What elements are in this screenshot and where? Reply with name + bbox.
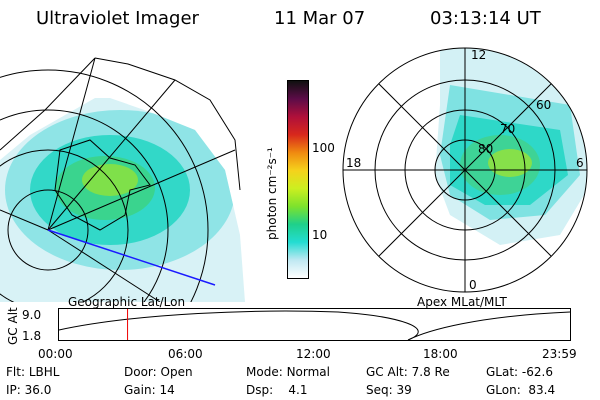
time-tick-1: 06:00 [168,347,203,361]
date-label: 11 Mar 07 [274,8,366,29]
altitude-curve [58,310,571,341]
colorbar-tick-10: 10 [312,228,328,242]
mlt-label-6: 6 [576,156,584,170]
geo-map-label: Geographic Lat/Lon [68,295,186,309]
colorbar [287,80,309,279]
coastline [54,139,151,231]
lat-label-60: 60 [536,98,551,112]
status-gain: Gain: 14 [124,383,175,397]
lat-label-70: 70 [500,122,515,136]
colorbar-tick-100: 100 [312,141,335,155]
mlt-label-0: 0 [469,278,477,292]
geographic-map [0,57,245,302]
altitude-strip [58,308,571,341]
colorbar-unit-label: photon cm⁻²s⁻¹ [265,147,279,240]
colorbar-gradient [288,81,308,278]
status-dsp: Dsp: 4.1 [246,383,308,397]
mlt-label-12: 12 [471,48,486,62]
alt-tick-high: 9.0 [22,308,42,322]
status-door: Door: Open [124,365,193,379]
status-ip: IP: 36.0 [6,383,52,397]
status-glon: GLon: 83.4 [486,383,556,397]
time-tick-0: 00:00 [38,347,73,361]
status-filter: Flt: LBHL [6,365,60,379]
time-tick-3: 18:00 [423,347,458,361]
lat-label-80: 80 [478,142,493,156]
time-label: 03:13:14 UT [430,8,541,29]
mlt-label-18: 18 [346,156,361,170]
noon-meridian-line [47,229,216,286]
instrument-title: Ultraviolet Imager [36,8,199,29]
polar-plot: 12 18 6 0 80 70 60 [342,47,588,293]
status-mode: Mode: Normal [246,365,330,379]
alt-axis-title: GC Alt [6,307,20,345]
time-tick-2: 12:00 [296,347,331,361]
geo-grid [0,57,241,302]
polar-plot-label: Apex MLat/MLT [417,295,507,309]
status-glat: GLat: -62.6 [486,365,553,379]
alt-tick-low: 1.8 [22,329,42,343]
status-gc-alt: GC Alt: 7.8 Re [366,365,450,379]
time-tick-4: 23:59 [542,347,577,361]
polar-grid [342,47,588,293]
status-seq: Seq: 39 [366,383,412,397]
auroral-emission-polar [435,48,587,245]
